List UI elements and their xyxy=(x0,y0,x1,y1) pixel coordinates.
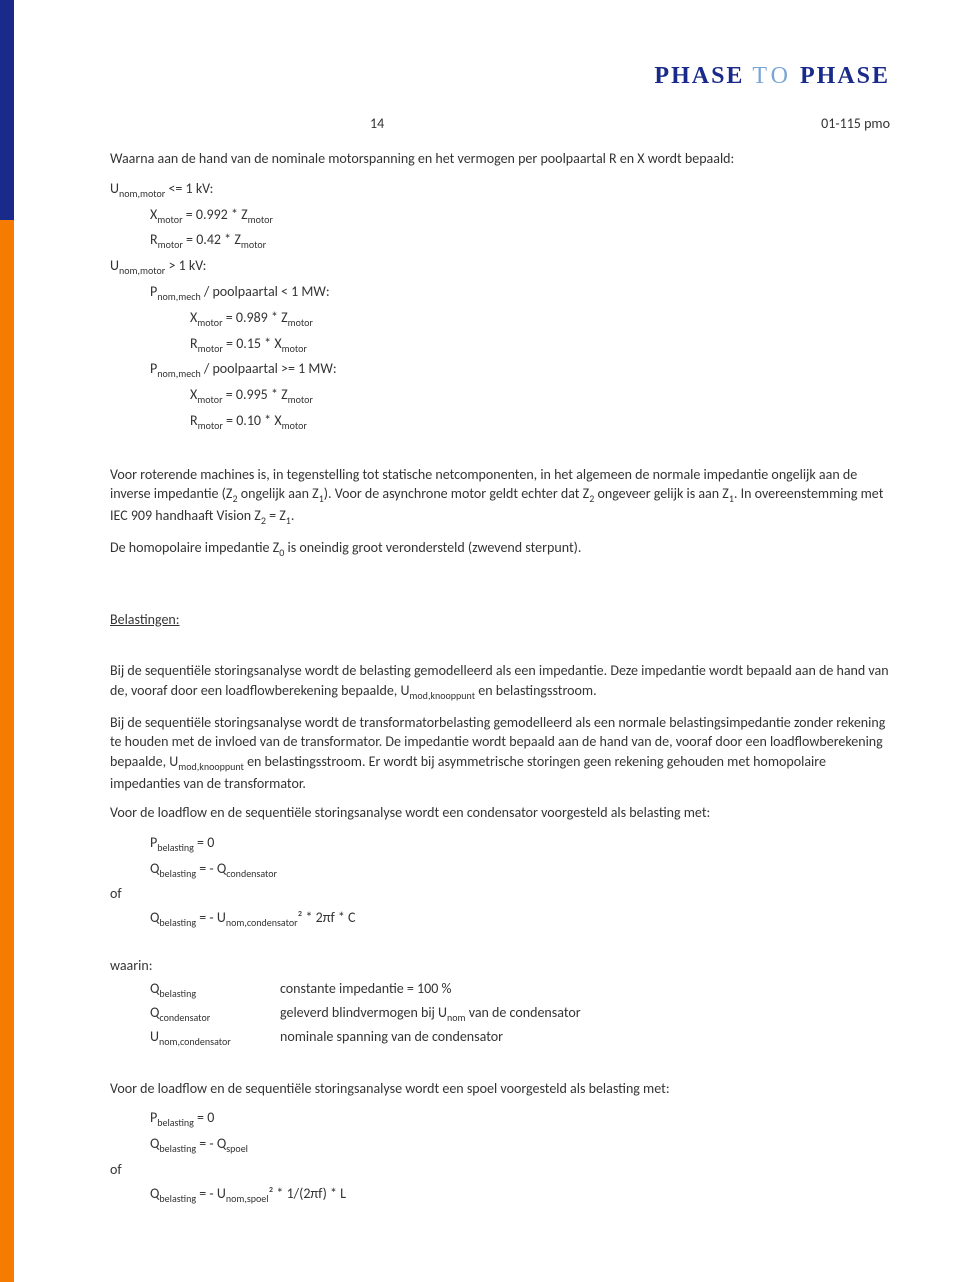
case2-sub2-x: Xmotor = 0.995 * Zmotor xyxy=(190,385,890,407)
eq-p-belasting-0b: Pbelasting = 0 xyxy=(150,1108,890,1130)
belastingen-p1: Bij de sequentiële storingsanalyse wordt… xyxy=(110,661,890,702)
waarin-label: waarin: xyxy=(110,956,890,976)
logo-part1: PHASE xyxy=(654,63,744,89)
case2-sub1-x: Xmotor = 0.989 * Zmotor xyxy=(190,308,890,330)
belastingen-p2: Bij de sequentiële storingsanalyse wordt… xyxy=(110,713,890,794)
case2-sub1-cond: Pnom,mech / poolpaartal < 1 MW: xyxy=(150,282,890,304)
case2-sub1-r: Rmotor = 0.15 * Xmotor xyxy=(190,334,890,356)
definition-list: Qbelastingconstante impedantie = 100 % Q… xyxy=(150,979,890,1048)
belastingen-title: Belastingen: xyxy=(110,610,890,630)
def1-term: Qbelasting xyxy=(150,979,280,1001)
page-content: PHASE TO PHASE 14 01-115 pmo Waarna aan … xyxy=(0,0,960,1249)
case2-sub2-r: Rmotor = 0.10 * Xmotor xyxy=(190,411,890,433)
def3-desc: nominale spanning van de condensator xyxy=(280,1027,503,1049)
para-homopolaire: De homopolaire impedantie Z0 is oneindig… xyxy=(110,538,890,560)
case1-r: Rmotor = 0.42 * Zmotor xyxy=(150,230,890,252)
of-2: of xyxy=(110,1160,890,1180)
eq-q-belasting-u: Qbelasting = - Unom,condensator² * 2πf *… xyxy=(150,908,890,930)
eq-q-belasting-l: Qbelasting = - Unom,spoel² * 1/(2πf) * L xyxy=(150,1184,890,1206)
doc-number: 01-115 pmo xyxy=(821,114,890,134)
logo-part3: PHASE xyxy=(800,63,890,89)
belastingen-p4: Voor de loadflow en de sequentiële stori… xyxy=(110,1079,890,1099)
eq-q-belasting-cond: Qbelasting = - Qcondensator xyxy=(150,859,890,881)
case2-cond: Unom,motor > 1 kV: xyxy=(110,256,890,278)
case1-cond: Unom,motor <= 1 kV: xyxy=(110,179,890,201)
belastingen-p3: Voor de loadflow en de sequentiële stori… xyxy=(110,803,890,823)
side-bar-blue xyxy=(0,0,14,220)
side-bar-orange xyxy=(0,220,14,1282)
logo: PHASE TO PHASE xyxy=(110,60,890,94)
logo-part2: TO xyxy=(752,63,792,89)
case1-x: Xmotor = 0.992 * Zmotor xyxy=(150,205,890,227)
eq-p-belasting-0: Pbelasting = 0 xyxy=(150,833,890,855)
def2-desc: geleverd blindvermogen bij Unom van de c… xyxy=(280,1003,581,1025)
case2-sub2-cond: Pnom,mech / poolpaartal >= 1 MW: xyxy=(150,359,890,381)
def2-term: Qcondensator xyxy=(150,1003,280,1025)
intro-text: Waarna aan de hand van de nominale motor… xyxy=(110,149,890,169)
para-roterende: Voor roterende machines is, in tegenstel… xyxy=(110,465,890,528)
of-1: of xyxy=(110,884,890,904)
def1-desc: constante impedantie = 100 % xyxy=(280,979,452,1001)
page-number: 14 xyxy=(370,114,384,134)
page-header: 14 01-115 pmo xyxy=(370,114,890,134)
eq-q-belasting-spoel: Qbelasting = - Qspoel xyxy=(150,1134,890,1156)
def3-term: Unom,condensator xyxy=(150,1027,280,1049)
